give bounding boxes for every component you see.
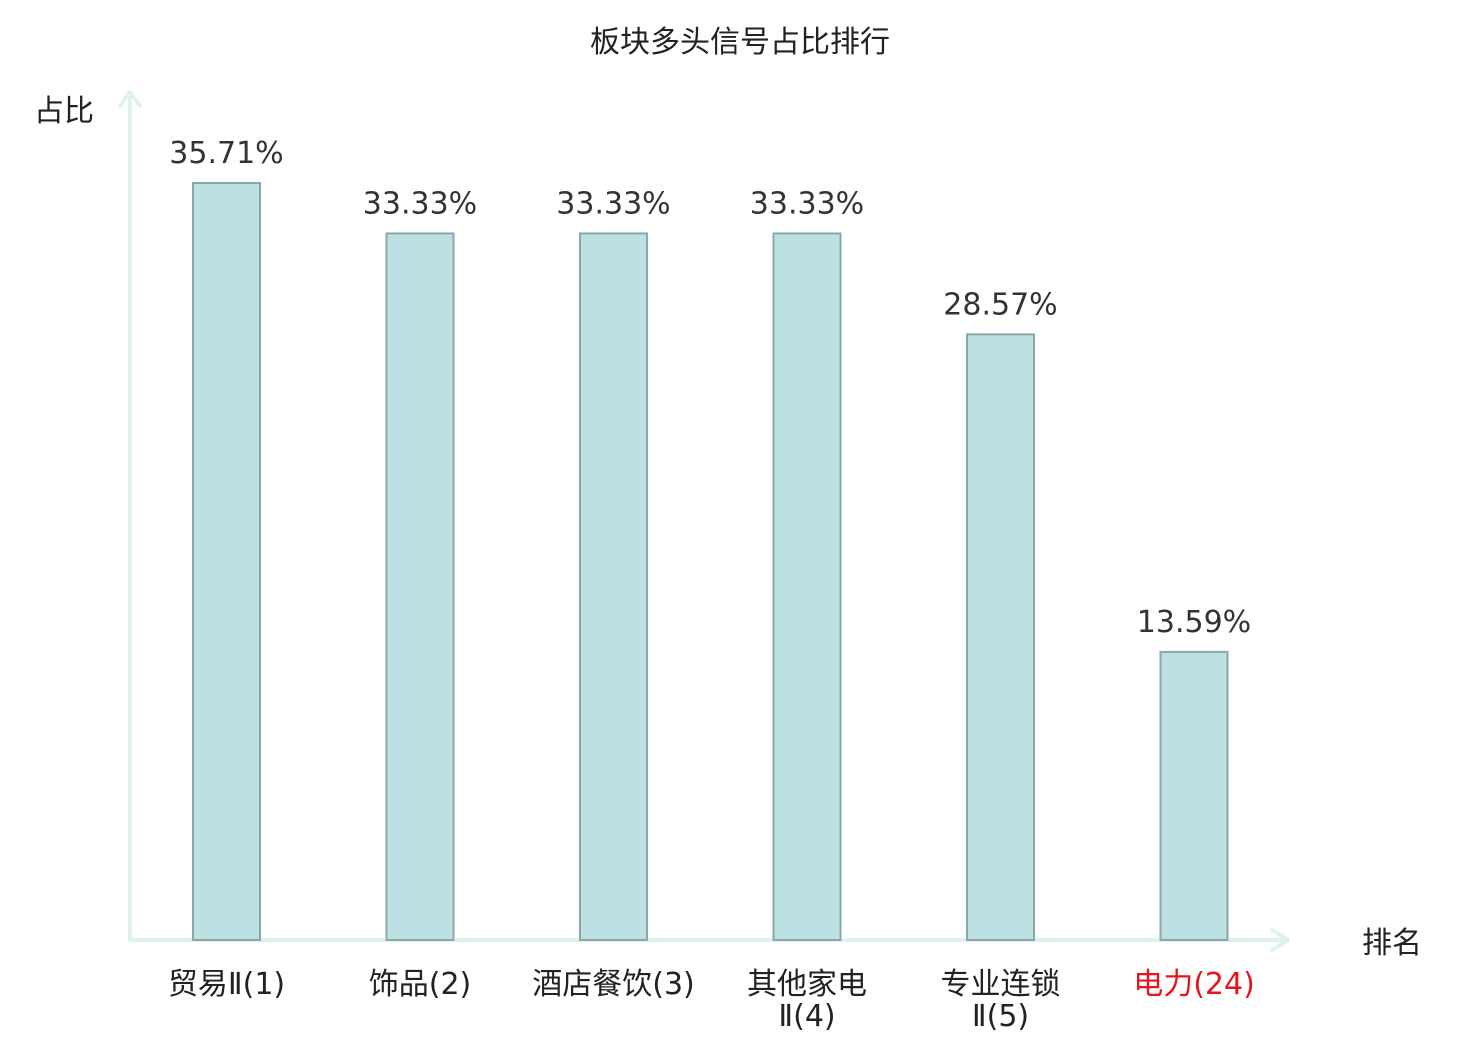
- chart-title: 板块多头信号占比排行: [590, 25, 890, 60]
- value-label: 33.33%: [750, 186, 864, 221]
- bar: [579, 232, 648, 942]
- x-tick-label-line: 专业连锁: [941, 967, 1061, 1002]
- value-label: 33.33%: [556, 186, 670, 221]
- bar: [385, 232, 455, 942]
- x-tick-label-line: 酒店餐饮(3): [532, 967, 695, 1002]
- x-axis-arrow: [1270, 928, 1290, 952]
- value-labels: 35.71% 33.33% 33.33% 33.33% 28.57% 13.59%: [169, 136, 1251, 640]
- x-tick-label: 饰品(2): [369, 967, 472, 1002]
- x-tick-label: 酒店餐饮(3): [532, 967, 695, 1002]
- value-label: 33.33%: [363, 186, 477, 221]
- bars: [192, 182, 1229, 942]
- x-tick-label-line: 电力(24): [1133, 967, 1255, 1002]
- y-axis-label: 占比: [34, 94, 94, 129]
- x-tick-label-line: 其他家电: [747, 967, 867, 1002]
- x-tick-labels: 贸易Ⅱ(1) 饰品(2) 酒店餐饮(3) 其他家电 Ⅱ(4) 专业连锁 Ⅱ(5) 电力(24): [168, 967, 1255, 1034]
- x-axis-label: 排名: [1362, 926, 1422, 961]
- value-label: 35.71%: [169, 136, 283, 171]
- x-tick-label-line: 饰品(2): [369, 967, 472, 1002]
- axes: [118, 90, 1290, 952]
- x-tick-label: 专业连锁 Ⅱ(5): [941, 967, 1061, 1034]
- x-tick-label-line: Ⅱ(4): [778, 999, 835, 1034]
- x-tick-label: 电力(24): [1133, 967, 1255, 1002]
- bar: [1159, 650, 1229, 941]
- bar: [192, 182, 261, 941]
- x-tick-label-line: 贸易Ⅱ(1): [168, 967, 285, 1002]
- bar: [772, 232, 842, 942]
- value-label: 28.57%: [943, 287, 1057, 322]
- x-tick-label: 贸易Ⅱ(1): [168, 967, 285, 1002]
- value-label: 13.59%: [1137, 605, 1251, 640]
- x-tick-label-line: Ⅱ(5): [972, 999, 1029, 1034]
- y-axis-arrow: [118, 90, 142, 108]
- x-tick-label: 其他家电 Ⅱ(4): [747, 967, 867, 1034]
- bar: [966, 333, 1035, 941]
